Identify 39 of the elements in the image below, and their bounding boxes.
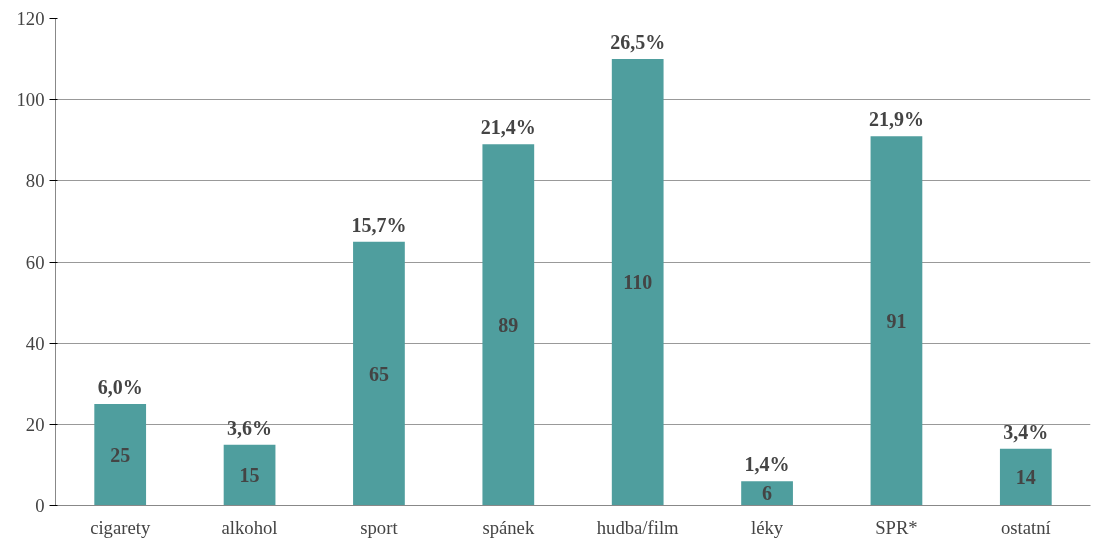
y-tick-label: 20 <box>25 413 45 435</box>
x-tick-label: léky <box>751 516 784 538</box>
bar <box>94 404 147 506</box>
bar <box>611 59 664 506</box>
data-label: 15 <box>239 464 260 487</box>
y-tick-label: 120 <box>16 8 45 29</box>
annotation: 6,0% <box>97 376 143 399</box>
x-tick-label: sport <box>360 516 399 538</box>
data-label: 110 <box>623 271 653 294</box>
x-tick-label: ostatní <box>1000 516 1051 538</box>
x-tick-label: hudba/film <box>596 516 680 538</box>
data-label: 14 <box>1015 466 1036 489</box>
data-label: 65 <box>368 362 389 385</box>
y-tick-label: 60 <box>25 251 45 273</box>
bar <box>870 136 923 506</box>
x-tick-label: alkohol <box>221 516 278 538</box>
annotation: 21,4% <box>480 116 536 139</box>
annotation: 26,5% <box>610 31 666 54</box>
annotation: 21,9% <box>868 108 924 131</box>
bar <box>482 144 535 506</box>
y-tick-label: 100 <box>16 89 45 111</box>
data-label: 25 <box>110 443 131 466</box>
y-tick-label: 40 <box>25 332 45 354</box>
bar <box>353 241 405 506</box>
x-tick-label: spánek <box>482 516 535 538</box>
y-tick-label: 80 <box>25 170 45 192</box>
annotation: 15,7% <box>351 213 407 236</box>
data-label: 89 <box>498 313 519 336</box>
annotation: 3,4% <box>1003 420 1049 443</box>
y-tick-label: 0 <box>35 495 45 516</box>
x-tick-label: cigarety <box>90 516 151 538</box>
annotation: 1,4% <box>744 453 790 476</box>
annotation: 3,6% <box>227 416 273 439</box>
x-tick-label: SPR* <box>875 516 918 538</box>
data-label: 91 <box>886 309 907 332</box>
bar <box>999 448 1052 506</box>
data-label: 6 <box>762 482 773 505</box>
bar <box>741 481 793 506</box>
bar <box>223 444 276 506</box>
